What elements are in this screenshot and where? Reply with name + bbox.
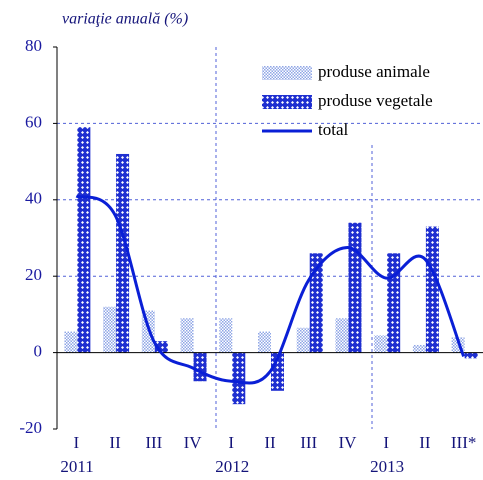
legend-swatch bbox=[262, 95, 312, 109]
bar bbox=[77, 127, 91, 353]
y-tick-label: -20 bbox=[19, 418, 42, 437]
bar bbox=[412, 344, 426, 353]
x-tick-label: II bbox=[109, 433, 121, 452]
bar bbox=[103, 306, 117, 353]
y-tick-label: 80 bbox=[25, 36, 42, 55]
bar bbox=[309, 253, 323, 353]
legend-label: produse vegetale bbox=[318, 91, 433, 110]
bar bbox=[335, 318, 349, 353]
x-tick-label: III* bbox=[451, 433, 476, 452]
bar bbox=[296, 327, 310, 353]
x-tick-label: I bbox=[74, 433, 80, 452]
x-tick-label: II bbox=[264, 433, 276, 452]
year-label: 2012 bbox=[215, 457, 249, 476]
y-axis-label: variaţie anuală (%) bbox=[62, 11, 188, 28]
bar bbox=[425, 226, 439, 353]
legend-swatch bbox=[262, 66, 312, 80]
x-tick-label: III bbox=[145, 433, 162, 452]
y-tick-label: 60 bbox=[25, 112, 42, 131]
year-label: 2013 bbox=[370, 457, 404, 476]
y-tick-label: 0 bbox=[34, 342, 43, 361]
bar bbox=[374, 335, 388, 353]
bar bbox=[387, 253, 401, 353]
legend-label: total bbox=[318, 120, 348, 139]
x-tick-label: IV bbox=[184, 433, 203, 452]
bar bbox=[180, 318, 194, 353]
x-tick-label: I bbox=[383, 433, 389, 452]
bar bbox=[219, 318, 233, 353]
bar bbox=[232, 352, 246, 405]
bar bbox=[193, 352, 207, 382]
bar bbox=[64, 331, 78, 353]
x-tick-label: IV bbox=[338, 433, 357, 452]
x-tick-label: III bbox=[300, 433, 317, 452]
year-label: 2011 bbox=[60, 457, 93, 476]
bar bbox=[258, 331, 271, 353]
bar bbox=[464, 352, 478, 359]
bar bbox=[154, 341, 168, 353]
legend-label: produse animale bbox=[318, 62, 430, 81]
x-tick-label: I bbox=[228, 433, 234, 452]
x-tick-label: II bbox=[419, 433, 431, 452]
bar bbox=[116, 153, 130, 353]
line bbox=[75, 194, 466, 385]
y-tick-label: 40 bbox=[25, 189, 42, 208]
y-tick-label: 20 bbox=[25, 265, 42, 284]
bar bbox=[348, 222, 362, 353]
